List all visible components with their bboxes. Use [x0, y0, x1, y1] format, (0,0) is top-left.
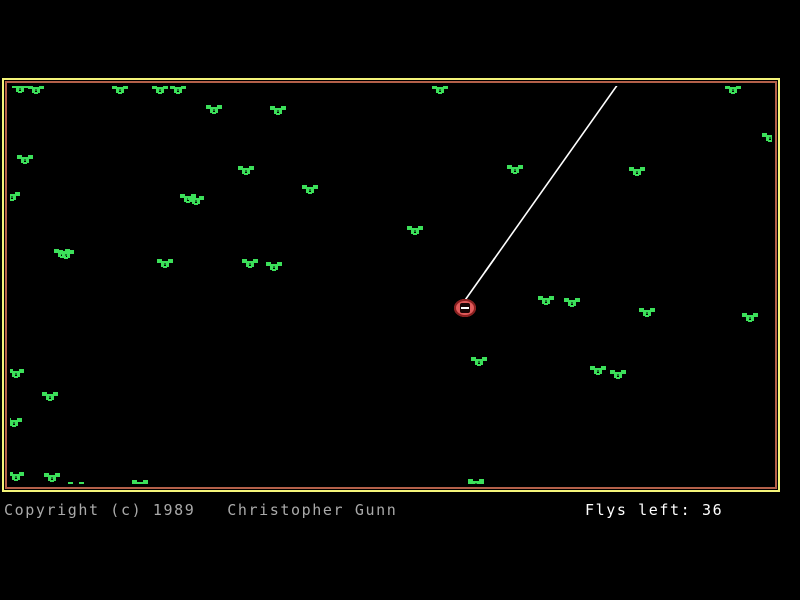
fly-sprite[interactable] — [725, 86, 741, 95]
fly-sprite[interactable] — [58, 250, 74, 260]
fly-sprite[interactable] — [407, 226, 423, 236]
fly-sprite[interactable] — [10, 418, 22, 428]
fly-sprite[interactable] — [44, 473, 60, 483]
fly-sprite[interactable] — [242, 259, 258, 269]
fly-sprite[interactable] — [538, 296, 554, 306]
fly-sprite[interactable] — [468, 479, 484, 484]
fly-sprite[interactable] — [12, 86, 28, 94]
fly-sprite[interactable] — [639, 308, 655, 318]
fly-sprite[interactable] — [590, 366, 606, 376]
flys-left-counter: Flys left: 36 — [585, 501, 724, 519]
fly-sprite[interactable] — [10, 192, 20, 202]
arena[interactable] — [10, 86, 772, 484]
fly-sprite[interactable] — [206, 105, 222, 115]
playfield[interactable] — [2, 78, 780, 492]
spider-ball[interactable] — [454, 299, 476, 317]
fly-sprite[interactable] — [432, 86, 448, 95]
copyright-text: Copyright (c) 1989 Christopher Gunn — [4, 501, 398, 519]
fly-sprite[interactable] — [42, 392, 58, 402]
fly-sprite[interactable] — [157, 259, 173, 269]
fly-sprite[interactable] — [266, 262, 282, 272]
fly-sprite[interactable] — [10, 369, 24, 379]
fly-sprite[interactable] — [10, 472, 24, 482]
fly-sprite[interactable] — [507, 165, 523, 175]
spider-mark-icon — [461, 307, 469, 309]
fly-sprite[interactable] — [112, 86, 128, 95]
fly-sprite[interactable] — [742, 313, 758, 323]
fly-sprite[interactable] — [132, 480, 148, 484]
fly-sprite[interactable] — [152, 86, 168, 95]
fly-sprite[interactable] — [68, 482, 84, 484]
fly-sprite[interactable] — [17, 155, 33, 165]
fly-sprite[interactable] — [188, 196, 204, 206]
fly-sprite[interactable] — [238, 166, 254, 176]
fly-sprite[interactable] — [170, 86, 186, 95]
fly-sprite[interactable] — [629, 167, 645, 177]
fly-sprite[interactable] — [28, 86, 44, 95]
fly-sprite[interactable] — [270, 106, 286, 116]
fly-sprite[interactable] — [610, 370, 626, 380]
fly-sprite[interactable] — [471, 357, 487, 367]
fly-sprite[interactable] — [302, 185, 318, 195]
web-thread-icon — [462, 86, 618, 304]
fly-sprite[interactable] — [564, 298, 580, 308]
fly-sprite[interactable] — [762, 133, 772, 143]
